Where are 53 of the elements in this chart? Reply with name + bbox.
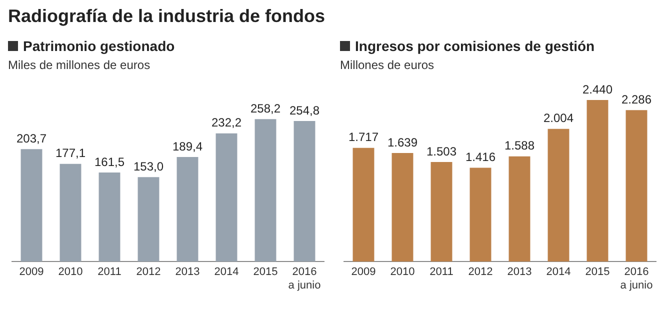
x-tick-label: 2012 <box>468 266 493 278</box>
chart-title: Patrimonio gestionado <box>23 38 175 54</box>
chart-subtitle: Miles de millones de euros <box>8 58 152 72</box>
bar <box>586 100 608 262</box>
bar <box>626 110 648 262</box>
data-label: 1.717 <box>348 130 379 144</box>
x-tick-label: 2016 a junio <box>288 266 321 292</box>
data-label: 161,5 <box>94 154 125 169</box>
bar <box>392 153 414 262</box>
x-tick-label: 2015 <box>585 266 610 278</box>
data-label: 2.286 <box>621 92 652 106</box>
bar <box>470 168 492 262</box>
data-label: 203,7 <box>16 131 47 146</box>
bar <box>60 164 82 262</box>
data-label: 177,1 <box>55 146 86 160</box>
x-tick-label: 2010 <box>58 266 83 278</box>
x-tick-label: 2010 <box>390 266 415 278</box>
x-tick-label: 2016 a junio <box>620 266 653 292</box>
data-label: 254,8 <box>289 103 320 118</box>
x-tick-label: 2011 <box>98 266 122 278</box>
x-tick-label: 2009 <box>19 266 44 278</box>
x-tick-label: 2014 <box>546 266 571 278</box>
x-tick-label: 2012 <box>136 266 161 278</box>
text: Radiografía de la industria de fondos <box>8 6 326 27</box>
data-label: 2.440 <box>582 82 613 96</box>
bar <box>254 119 276 262</box>
data-label: 258,2 <box>250 101 281 116</box>
bar <box>548 128 570 262</box>
chart-subtitle: Millones de euros <box>340 58 436 72</box>
bar <box>20 149 42 262</box>
data-label: 1.588 <box>504 138 535 153</box>
x-tick-label: 2014 <box>214 266 239 278</box>
data-label: 232,2 <box>211 116 242 130</box>
bar <box>98 172 120 262</box>
x-tick-label: 2013 <box>175 266 200 278</box>
data-label: 153,0 <box>133 159 164 174</box>
bar <box>508 156 530 262</box>
bar <box>176 157 198 262</box>
x-tick-label: 2013 <box>507 266 532 278</box>
x-tick-label: 2011 <box>430 266 454 278</box>
bar <box>216 133 238 262</box>
data-label: 2.004 <box>543 111 574 126</box>
x-tick-label: 2015 <box>253 266 278 278</box>
x-tick-label: 2009 <box>351 266 376 278</box>
bar <box>430 162 452 262</box>
bar <box>352 148 374 262</box>
chart-title: Ingresos por comisiones de gestión <box>355 38 595 54</box>
bar <box>138 177 160 262</box>
data-label: 1.503 <box>426 144 457 158</box>
bar <box>294 120 316 262</box>
data-label: 1.639 <box>387 135 418 150</box>
data-label: 189,4 <box>172 139 203 154</box>
data-label: 1.416 <box>465 150 496 164</box>
